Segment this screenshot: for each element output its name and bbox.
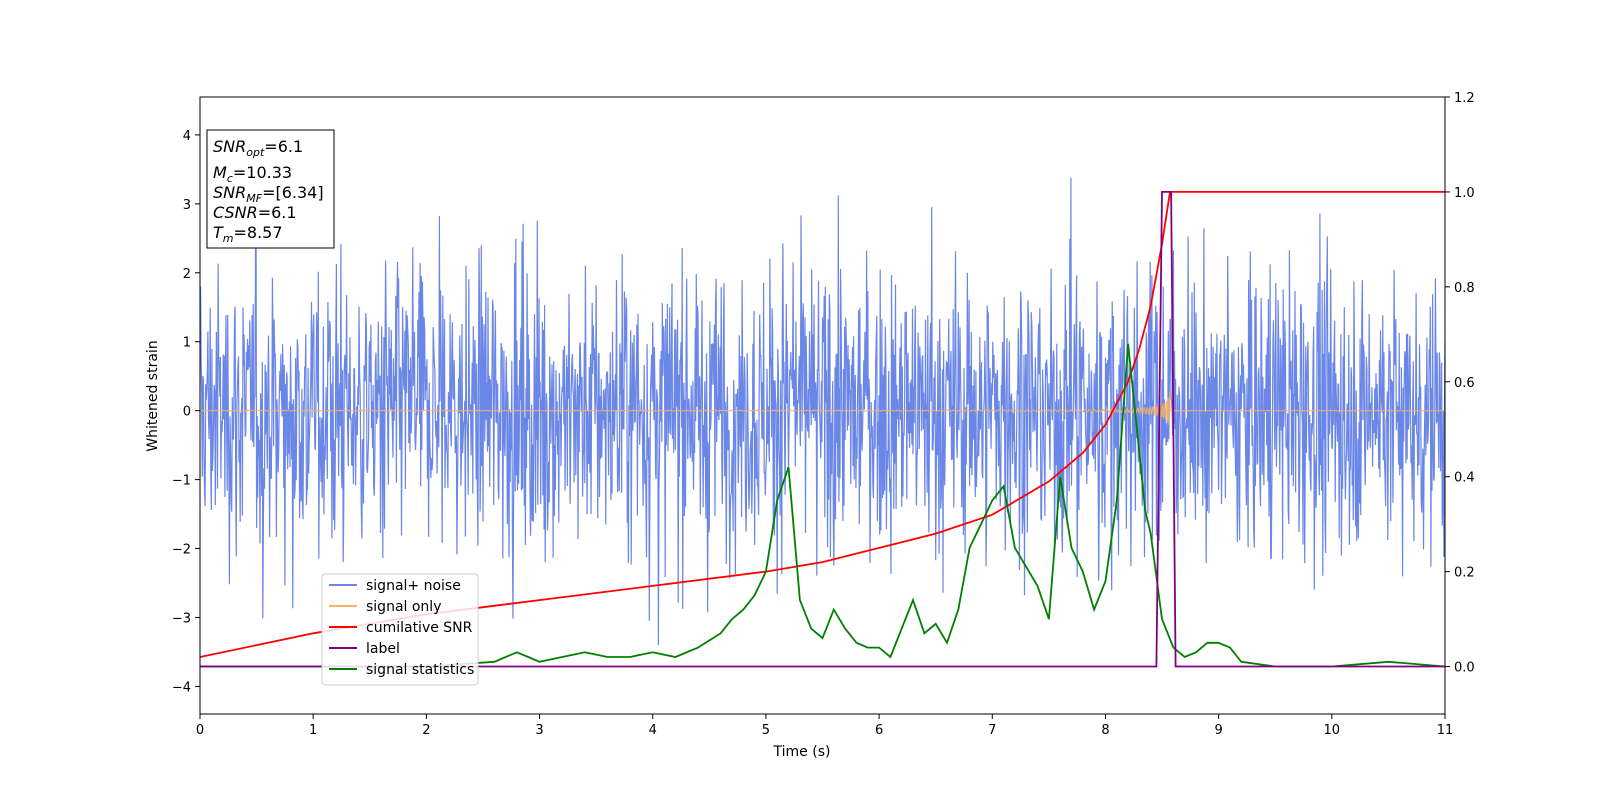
x-tick-label: 2: [422, 723, 430, 738]
series-cumulative-snr: [200, 190, 1445, 658]
y2-tick-label: 0.0: [1454, 661, 1475, 676]
series-signal-noise: [200, 177, 1445, 646]
x-tick-label: 7: [988, 723, 996, 738]
info-tm: =8.57: [234, 223, 283, 242]
x-axis-label: Time (s): [773, 744, 831, 760]
y2-tick-label: 0.6: [1454, 376, 1475, 391]
y-tick-label: −1: [172, 474, 191, 489]
x-tick-label: 6: [875, 723, 883, 738]
x-tick-label: 5: [762, 723, 770, 738]
x-tick-label: 11: [1437, 723, 1454, 738]
y2-tick-label: 0.4: [1454, 471, 1475, 486]
y2-tick-label: 1.2: [1454, 91, 1475, 106]
info-mc: =10.33: [233, 163, 292, 182]
series-signal-statistics: [200, 343, 1445, 668]
x-tick-label: 1: [309, 723, 317, 738]
y2-tick-label: 0.8: [1454, 281, 1475, 296]
svg-text:Mc=10.33: Mc=10.33: [213, 163, 292, 185]
y-tick-label: 3: [183, 198, 191, 213]
info-box: SNRopt=6.1 Mc=10.33 SNRMF=[6.34] CSNR=6.…: [206, 129, 335, 249]
y-tick-label: −2: [172, 543, 191, 558]
y-tick-label: −4: [172, 680, 191, 695]
svg-text:SNRMF=[6.34]: SNRMF=[6.34]: [213, 183, 324, 205]
x-tick-label: 8: [1101, 723, 1109, 738]
legend-label-stats: signal statistics: [366, 662, 474, 678]
y2-tick-label: 1.0: [1454, 186, 1475, 201]
info-snr-mf: =[6.34]: [262, 183, 324, 202]
legend-label-csnr: cumilative SNR: [366, 620, 473, 636]
x-tick-label: 3: [535, 723, 543, 738]
series-signal-only: [200, 391, 1445, 426]
y-tick-label: 4: [183, 129, 191, 144]
svg-text:SNRopt=6.1: SNRopt=6.1: [213, 137, 303, 159]
legend-label-signal: signal only: [366, 599, 441, 615]
legend: signal+ noise signal only cumilative SNR…: [321, 573, 479, 686]
y2-tick-label: 0.2: [1454, 566, 1475, 581]
y-tick-label: 1: [183, 336, 191, 351]
legend-label-noise: signal+ noise: [366, 578, 461, 594]
x-tick-label: 4: [649, 723, 657, 738]
x-tick-label: 9: [1214, 723, 1222, 738]
svg-text:CSNR=6.1: CSNR=6.1: [213, 203, 297, 222]
info-csnr: =6.1: [258, 203, 297, 222]
svg-text:Tm=8.57: Tm=8.57: [213, 223, 283, 245]
y-tick-label: −3: [172, 611, 191, 626]
series-label: [200, 190, 1445, 668]
y-tick-label: 0: [183, 405, 191, 420]
plot-frame: [199, 96, 1446, 715]
legend-label-label: label: [366, 641, 400, 657]
y-tick-label: 2: [183, 267, 191, 282]
x-tick-label: 0: [196, 723, 204, 738]
info-snr-opt: =6.1: [264, 137, 303, 156]
x-tick-label: 10: [1324, 723, 1341, 738]
y-axis-label: Whitened strain: [145, 340, 161, 451]
